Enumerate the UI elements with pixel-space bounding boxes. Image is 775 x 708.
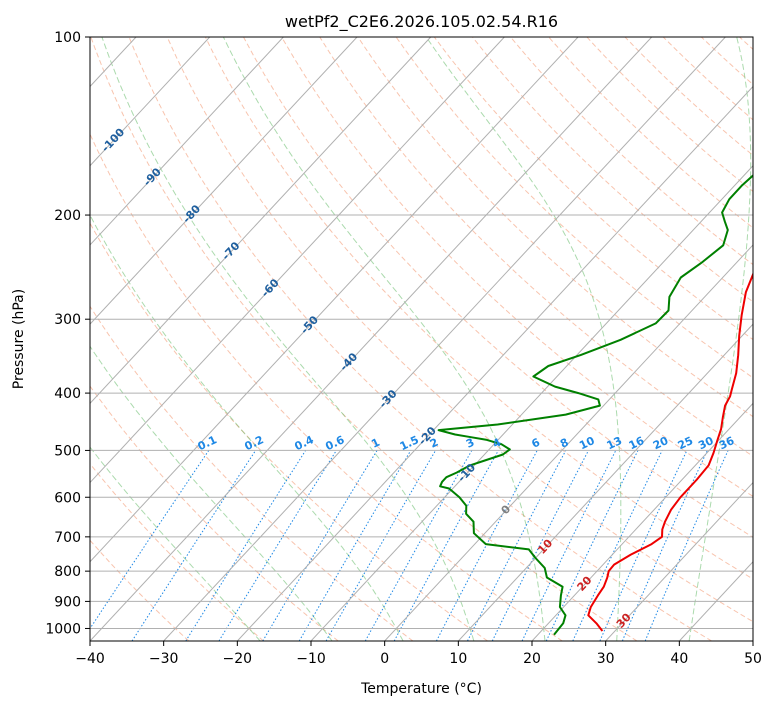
y-axis-label: Pressure (hPa) [11, 289, 27, 389]
isotherm-gridline [384, 244, 753, 641]
x-tick-label: −30 [149, 651, 179, 667]
y-axis: 100 200 300 400 500 600 700 800 900 1000 [45, 30, 90, 637]
moist-adiabat [90, 214, 404, 641]
y-tick-label: 200 [54, 208, 81, 224]
dry-adiabat [586, 37, 753, 193]
isotherm-gridline [163, 37, 726, 641]
isotherm-gridline [90, 37, 653, 641]
plot-frame [89, 36, 754, 642]
isotherm-gridline [90, 37, 211, 167]
y-tick-label: 500 [54, 443, 81, 459]
x-tick-label: 40 [670, 651, 688, 667]
y-tick-label: 700 [54, 530, 81, 546]
dry-adiabat [509, 37, 753, 266]
mixing-ratio-line [572, 450, 663, 641]
mixing-ratio-line [262, 450, 378, 641]
y-tick-label: 100 [54, 30, 81, 46]
dry-adiabat [471, 37, 753, 303]
moist-adiabat [90, 345, 333, 641]
x-tick-label: −40 [75, 651, 105, 667]
x-tick-label: 30 [597, 651, 615, 667]
mixing-ratio-line [435, 450, 538, 641]
y-tick-label: 300 [54, 312, 81, 328]
x-tick-label: −20 [223, 651, 253, 667]
dry-adiabat [90, 37, 638, 641]
isotherm-gridline [605, 481, 753, 641]
x-tick-label: 10 [449, 651, 467, 667]
mixing-ratio-line [599, 450, 688, 641]
moist-adiabat [688, 37, 752, 641]
y-tick-label: 1000 [45, 621, 81, 637]
isotherm-gridline [90, 37, 579, 563]
isotherm-gridline [90, 37, 432, 405]
y-tick-label: 400 [54, 386, 81, 402]
dry-adiabat [624, 37, 753, 157]
temperature-profile-line [587, 271, 753, 632]
x-axis-label: Temperature (°C) [360, 681, 482, 697]
isotherm-gridlines [90, 37, 753, 641]
dry-adiabat [90, 462, 264, 641]
x-tick-label: 50 [744, 651, 762, 667]
mixing-ratio-line [90, 450, 210, 630]
dry-adiabat [128, 37, 712, 641]
isotherm-gridline [90, 37, 358, 325]
x-tick-label: −10 [296, 651, 326, 667]
mixing-ratio-line [491, 450, 589, 641]
isotherm-gridline [236, 85, 753, 641]
mixing-ratio-line [467, 450, 567, 641]
mixing-ratio-line [621, 450, 708, 641]
x-tick-label: 0 [380, 651, 389, 667]
dry-adiabat [548, 37, 753, 229]
dry-adiabat [166, 37, 753, 623]
dewpoint-profile-line [437, 174, 753, 636]
mixing-ratio-label: 36 [717, 434, 737, 452]
mixing-ratio-line [364, 450, 473, 641]
dry-adiabat [242, 37, 753, 538]
mixing-ratio-line [393, 450, 499, 641]
y-tick-label: 600 [54, 490, 81, 506]
mixing-ratio-line [545, 450, 639, 641]
isotherm-gridline [310, 164, 753, 641]
x-axis: −40 −30 −20 −10 0 10 20 30 40 50 [75, 641, 762, 667]
mixing-ratio-label: 30 [696, 434, 716, 452]
dry-adiabats [90, 37, 753, 641]
mixing-ratio-label: 16 [627, 434, 647, 452]
isotherm-gridline [90, 37, 505, 484]
dry-adiabat [90, 385, 339, 641]
mixing-ratio-line [218, 450, 337, 641]
dry-adiabat [395, 37, 753, 379]
isotherm-gridline [90, 37, 284, 246]
plot-area: -100-90-80-70-60-50-40-30-20-10010203040… [90, 37, 753, 641]
mixing-ratio-line [521, 450, 617, 641]
isotherm-gridline [531, 402, 753, 641]
y-tick-label: 800 [54, 564, 81, 580]
mixing-ratio-label: 13 [605, 434, 624, 452]
dry-adiabat [357, 37, 753, 418]
y-tick-label: 900 [54, 594, 81, 610]
mixing-ratio-label: 10 [577, 434, 597, 452]
x-tick-label: 20 [523, 651, 541, 667]
mixing-ratio-label: 20 [651, 434, 671, 452]
moist-adiabat [101, 37, 475, 641]
profile-series [437, 174, 753, 636]
dry-adiabat [204, 37, 753, 580]
moist-adiabat [222, 37, 546, 641]
dry-adiabat [90, 132, 563, 641]
moist-adiabat [90, 446, 261, 641]
mixing-ratio-line [185, 450, 307, 641]
mixing-ratio-label: 25 [676, 434, 695, 452]
chart-title: wetPf2_C2E6.2026.105.02.54.R16 [285, 12, 558, 32]
